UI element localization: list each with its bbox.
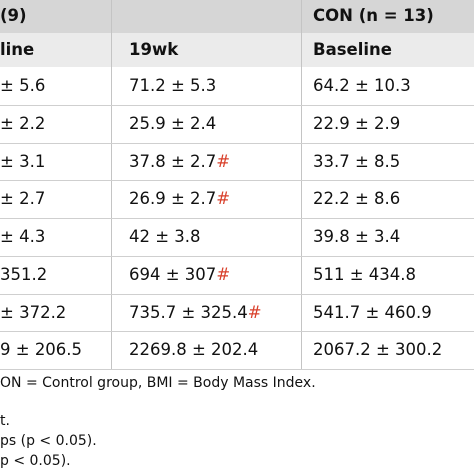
row-divider <box>0 218 474 219</box>
group-header-band <box>0 0 474 33</box>
cell-19wk-value: 37.8 ± 2.7 <box>129 151 217 171</box>
column-header-con-baseline: Baseline <box>313 40 392 59</box>
column-header-19wk: 19wk <box>129 40 179 59</box>
cell-19wk-value: 71.2 ± 5.3 <box>129 76 217 95</box>
cell-baseline: ± 3.1 <box>0 151 46 171</box>
cell-baseline: 9 ± 206.5 <box>0 340 83 360</box>
cell-19wk-value: 25.9 ± 2.4 <box>129 113 217 133</box>
cell-con-baseline: 541.7 ± 460.9 <box>313 302 432 322</box>
significance-mark: # <box>216 151 231 171</box>
cell-19wk-value: 694 ± 307 <box>129 264 217 284</box>
footnote: t. <box>0 413 10 429</box>
row-divider <box>0 293 474 295</box>
cell-con-baseline: 39.8 ± 3.4 <box>313 227 401 246</box>
cell-19wk: 37.8 ± 2.7# <box>129 152 230 172</box>
cell-19wk: 694 ± 307# <box>129 265 230 285</box>
significance-mark: # <box>216 189 231 209</box>
significance-mark: # <box>247 302 262 322</box>
cell-con-baseline: 33.7 ± 8.5 <box>313 151 401 171</box>
cell-con-baseline: 22.9 ± 2.9 <box>313 113 401 133</box>
cell-19wk: 26.9 ± 2.7# <box>129 189 230 209</box>
cell-baseline: ± 5.6 <box>0 76 46 95</box>
cell-19wk-value: 735.7 ± 325.4 <box>129 302 248 322</box>
cell-19wk: 2269.8 ± 202.4 <box>129 340 258 360</box>
cell-19wk: 735.7 ± 325.4# <box>129 303 262 323</box>
con-group-header: CON (n = 13) <box>313 6 434 25</box>
column-divider <box>301 0 302 370</box>
cell-baseline: ± 4.3 <box>0 227 46 246</box>
row-divider <box>0 142 474 144</box>
cell-con-baseline: 22.2 ± 8.6 <box>313 189 401 209</box>
cell-baseline: ± 372.2 <box>0 302 67 322</box>
significance-mark: # <box>216 264 231 284</box>
row-divider <box>0 331 474 333</box>
cell-19wk-value: 26.9 ± 2.7 <box>129 189 217 209</box>
cell-19wk: 25.9 ± 2.4 <box>129 114 216 134</box>
row-divider <box>0 255 474 257</box>
row-divider <box>0 104 474 106</box>
table-bottom-rule <box>0 369 474 370</box>
cell-19wk-value: 2269.8 ± 202.4 <box>129 340 259 360</box>
row-divider <box>0 180 474 182</box>
column-divider <box>111 0 112 370</box>
column-header-band <box>0 33 474 67</box>
cell-19wk: 42 ± 3.8 <box>129 227 201 247</box>
cell-baseline: ± 2.7 <box>0 189 46 209</box>
cell-con-baseline: 64.2 ± 10.3 <box>313 76 411 95</box>
cell-19wk-value: 42 ± 3.8 <box>129 227 201 246</box>
cell-baseline: 351.2 <box>0 264 48 284</box>
column-header-baseline: line <box>0 40 35 59</box>
group-header-label: (9) <box>0 6 27 25</box>
cell-19wk: 71.2 ± 5.3 <box>129 76 216 96</box>
cell-con-baseline: 2067.2 ± 300.2 <box>313 340 443 360</box>
footnote: p < 0.05). <box>0 453 71 469</box>
cell-baseline: ± 2.2 <box>0 113 46 133</box>
cell-con-baseline: 511 ± 434.8 <box>313 264 417 284</box>
footnote: ON = Control group, BMI = Body Mass Inde… <box>0 375 316 391</box>
footnote: ps (p < 0.05). <box>0 433 97 449</box>
